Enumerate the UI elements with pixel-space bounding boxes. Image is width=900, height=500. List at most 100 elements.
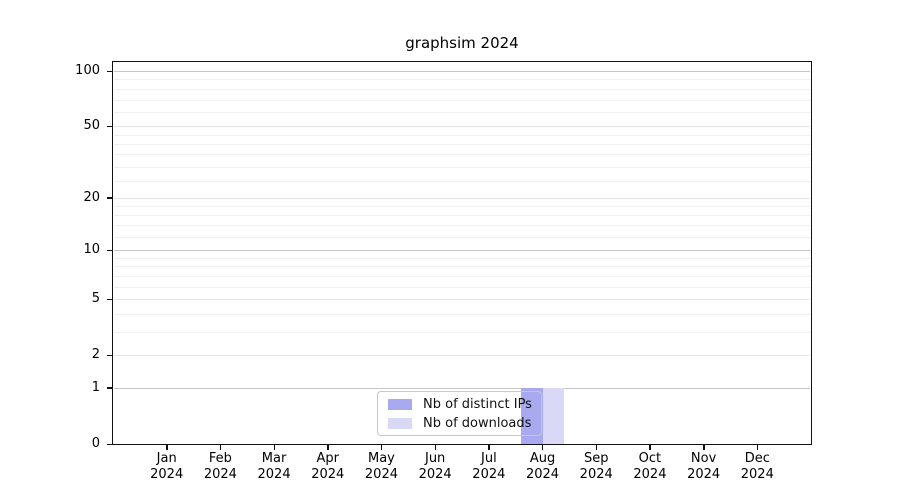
x-tick-month: Jul	[481, 451, 497, 466]
minor-gridline	[114, 313, 810, 315]
x-tick-year: 2024	[740, 467, 774, 482]
x-axis-tick	[434, 444, 437, 450]
y-tick-label: 10	[83, 242, 100, 258]
y-axis-tick	[107, 249, 113, 252]
x-tick-year: 2024	[579, 467, 613, 482]
minor-gridline	[114, 134, 810, 136]
x-tick-year: 2024	[418, 467, 452, 482]
major-gridline	[114, 197, 810, 199]
minor-gridline	[114, 286, 810, 288]
x-axis-tick	[542, 444, 544, 450]
y-axis-tick	[107, 387, 113, 389]
x-tick-month: May	[368, 451, 395, 466]
y-axis-tick	[107, 298, 113, 301]
x-tick-label: Mar 2024	[234, 451, 314, 483]
major-gridline	[114, 126, 810, 128]
y-axis-tick	[107, 443, 113, 445]
x-axis-tick	[219, 444, 222, 450]
x-axis-tick	[649, 444, 651, 450]
bar-downloads	[542, 387, 565, 444]
y-axis-tick	[107, 354, 113, 357]
x-axis-tick	[380, 444, 383, 450]
x-tick-label: Feb 2024	[180, 451, 260, 483]
x-tick-label: Dec 2024	[717, 451, 797, 483]
x-axis-tick	[273, 444, 275, 450]
minor-gridline	[114, 266, 810, 268]
minor-gridline	[114, 225, 810, 227]
minor-gridline	[114, 215, 810, 217]
x-tick-year: 2024	[687, 467, 721, 482]
x-tick-month: Sep	[583, 451, 609, 466]
right-spine	[810, 61, 812, 445]
major-gridline	[114, 71, 810, 73]
y-tick-label: 5	[91, 291, 100, 307]
y-tick-label: 2	[91, 347, 100, 363]
x-tick-label: Jun 2024	[395, 451, 475, 483]
y-tick-label: 100	[75, 63, 100, 79]
x-tick-month: Mar	[261, 451, 287, 466]
legend-label: Nb of distinct IPs	[423, 397, 532, 412]
x-axis-tick	[327, 444, 329, 450]
x-tick-year: 2024	[257, 467, 291, 482]
x-tick-year: 2024	[150, 467, 184, 482]
minor-gridline	[114, 79, 810, 81]
minor-gridline	[114, 275, 810, 277]
x-tick-year: 2024	[364, 467, 398, 482]
bar-distinct-ips	[521, 387, 543, 444]
x-tick-year: 2024	[633, 467, 667, 482]
x-axis-tick	[488, 444, 490, 450]
x-tick-label: Nov 2024	[664, 451, 744, 483]
x-axis-tick	[703, 444, 705, 450]
major-gridline	[114, 355, 810, 357]
legend-item-distinct-ips: Nb of distinct IPs	[378, 395, 541, 414]
x-tick-year: 2024	[311, 467, 345, 482]
minor-gridline	[114, 257, 810, 259]
top-spine	[113, 61, 811, 63]
y-tick-label: 1	[91, 379, 100, 395]
x-axis-tick	[595, 444, 598, 450]
x-tick-month: Aug	[529, 451, 556, 466]
minor-gridline	[114, 236, 810, 238]
y-tick-label: 20	[83, 189, 100, 205]
x-tick-year: 2024	[525, 467, 560, 482]
minor-gridline	[114, 206, 810, 208]
y-tick-label: 0	[91, 436, 100, 451]
x-tick-month: Apr	[316, 451, 340, 466]
legend-swatch-downloads	[388, 418, 412, 429]
legend-swatch-distinct-ips	[388, 399, 412, 410]
chart-title: graphsim 2024	[405, 34, 519, 52]
x-tick-year: 2024	[203, 467, 237, 482]
bottom-spine	[113, 443, 811, 445]
minor-gridline	[114, 166, 810, 168]
x-tick-label: Sep 2024	[556, 451, 636, 483]
x-tick-label: May 2024	[341, 451, 421, 483]
minor-gridline	[114, 88, 810, 90]
y-axis-tick	[107, 125, 113, 128]
left-spine	[112, 61, 114, 445]
minor-gridline	[114, 143, 810, 145]
legend-label: Nb of downloads	[423, 416, 532, 431]
minor-gridline	[114, 154, 810, 156]
major-gridline	[114, 299, 810, 301]
major-gridline	[114, 387, 810, 389]
x-tick-label: Jul 2024	[449, 451, 529, 483]
minor-gridline	[114, 111, 810, 113]
x-tick-month: Dec	[744, 451, 770, 466]
major-gridline	[114, 250, 810, 252]
legend-item-downloads: Nb of downloads	[378, 414, 541, 433]
x-tick-label: Aug 2024	[503, 451, 583, 483]
minor-gridline	[114, 180, 810, 182]
x-axis-tick	[166, 444, 168, 450]
minor-gridline	[114, 331, 810, 333]
x-tick-year: 2024	[472, 467, 506, 482]
y-axis-tick	[107, 70, 113, 72]
x-tick-month: Jan	[156, 451, 177, 466]
x-tick-label: Jan 2024	[127, 451, 207, 483]
x-tick-month: Nov	[690, 451, 717, 466]
x-tick-month: Feb	[208, 451, 232, 466]
x-tick-month: Oct	[638, 451, 662, 466]
x-axis-tick	[756, 444, 759, 450]
minor-gridline	[114, 99, 810, 101]
y-tick-label: 50	[83, 118, 100, 134]
